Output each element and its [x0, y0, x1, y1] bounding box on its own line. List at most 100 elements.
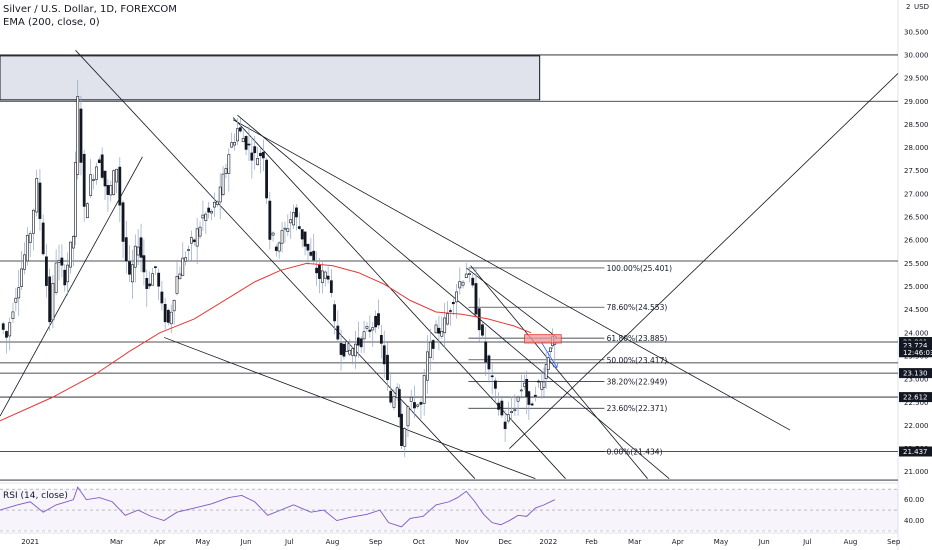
- ema-200-line[interactable]: [0, 262, 532, 422]
- candle: [348, 349, 352, 355]
- ema-legend[interactable]: EMA (200, close, 0): [3, 17, 100, 28]
- trendline[interactable]: [466, 267, 558, 338]
- candle: [513, 409, 517, 412]
- candle: [471, 277, 475, 286]
- candle: [89, 174, 93, 196]
- candle: [238, 127, 242, 132]
- candle: [8, 322, 12, 337]
- candle: [215, 201, 219, 205]
- y-tick-label: 30.500: [904, 28, 929, 36]
- candle: [28, 233, 32, 243]
- trendline[interactable]: [163, 337, 536, 480]
- y-tick-label: 28.000: [904, 144, 929, 152]
- candle: [333, 304, 336, 322]
- price-tag-label: 22.612: [903, 394, 928, 402]
- candle: [323, 271, 327, 279]
- candle: [247, 143, 251, 146]
- candle: [23, 254, 26, 270]
- price-tag: [899, 368, 932, 379]
- candle: [500, 400, 504, 416]
- candle: [169, 311, 173, 325]
- candle: [525, 378, 529, 398]
- price-tag: [899, 340, 932, 351]
- arrow-head-icon: [552, 363, 558, 369]
- candle: [250, 152, 254, 161]
- candle: [428, 341, 432, 358]
- candle: [253, 146, 257, 154]
- rsi-line[interactable]: [0, 486, 555, 528]
- candle: [20, 268, 23, 287]
- x-tick-label: Jun: [240, 538, 252, 546]
- trendline[interactable]: [232, 117, 566, 479]
- y-tick-label: 28.500: [904, 121, 929, 129]
- candle: [368, 329, 372, 332]
- rsi-legend[interactable]: RSI (14, close): [3, 491, 68, 501]
- candle: [546, 357, 550, 370]
- x-tick-label: Aug: [326, 538, 340, 546]
- candle: [309, 251, 313, 256]
- candle: [95, 166, 98, 180]
- candle: [481, 324, 484, 336]
- candle: [145, 278, 149, 289]
- candle: [69, 241, 72, 268]
- trendline[interactable]: [232, 119, 791, 431]
- candle: [100, 154, 104, 178]
- candle: [76, 96, 80, 175]
- supply-zone[interactable]: [0, 55, 541, 101]
- candle: [345, 341, 349, 352]
- candle: [300, 229, 304, 240]
- x-tick-label: Sep: [369, 538, 383, 546]
- candle: [178, 273, 182, 280]
- y-tick-label: 22.500: [904, 399, 929, 407]
- y-tick-label: 21.000: [904, 468, 929, 476]
- candle: [510, 411, 514, 414]
- trendline[interactable]: [237, 114, 670, 479]
- fib-level-label: 23.60%(22.371): [607, 404, 668, 413]
- price-tag-label: 23.130: [903, 370, 928, 378]
- candle: [426, 351, 429, 381]
- candle: [274, 246, 278, 251]
- price-tag-label: 21.437: [903, 448, 928, 456]
- currency-label: USD: [914, 3, 929, 11]
- candle: [259, 152, 262, 157]
- candle: [406, 406, 410, 427]
- fib-level-label: 100.00%(25.401): [607, 264, 673, 273]
- candle: [187, 249, 190, 251]
- candle: [519, 389, 523, 392]
- candle: [283, 227, 287, 230]
- candle: [151, 273, 154, 286]
- candle: [166, 309, 170, 323]
- candle: [154, 266, 157, 269]
- candle: [458, 281, 462, 289]
- trendline[interactable]: [509, 73, 899, 449]
- candle: [268, 200, 272, 240]
- candle: [443, 317, 447, 334]
- projection-arrow[interactable]: [541, 342, 558, 368]
- candle: [244, 136, 248, 150]
- candle: [32, 209, 35, 234]
- rsi-tick-label: 60.00: [904, 496, 924, 504]
- candle: [133, 245, 137, 268]
- candle: [527, 391, 531, 405]
- price-tag: [899, 446, 932, 457]
- candle: [320, 270, 324, 283]
- x-tick-label: Dec: [498, 538, 512, 546]
- fib-level-label: 38.20%(22.949): [607, 377, 668, 386]
- candle: [440, 330, 444, 337]
- rsi-tick-label: 40.00: [904, 517, 924, 525]
- candle: [157, 272, 161, 287]
- candle: [48, 276, 52, 323]
- candle: [11, 311, 15, 319]
- candle: [175, 276, 179, 294]
- candle: [256, 158, 259, 165]
- target-box[interactable]: [524, 334, 562, 344]
- candle: [136, 246, 140, 256]
- candle: [224, 168, 228, 174]
- candle: [51, 283, 55, 321]
- trendline[interactable]: [470, 265, 648, 479]
- candle: [213, 201, 216, 208]
- candle: [537, 380, 540, 383]
- y-tick-label: 23.000: [904, 376, 929, 384]
- candle: [71, 236, 75, 249]
